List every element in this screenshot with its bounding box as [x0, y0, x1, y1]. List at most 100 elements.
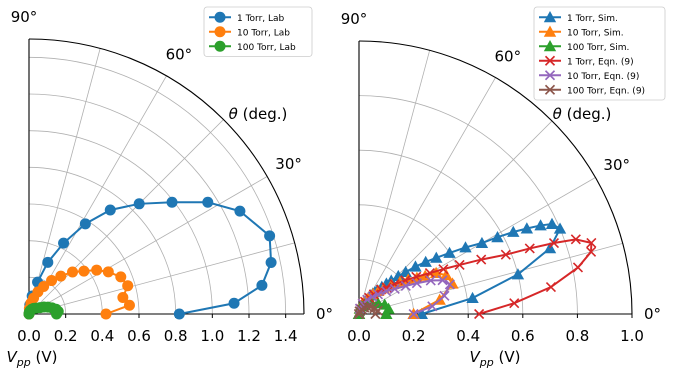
- angle-tick-label: 30°: [603, 156, 630, 174]
- data-point: [123, 299, 135, 311]
- radial-tick-label: 0.4: [456, 327, 480, 345]
- legend-label: 100 Torr, Sim.: [567, 43, 629, 53]
- data-point: [91, 264, 103, 276]
- data-point: [264, 230, 276, 242]
- data-point: [214, 11, 226, 23]
- angle-tick-label: 0°: [644, 305, 661, 323]
- series-1-2: [23, 264, 135, 320]
- data-point: [104, 204, 116, 216]
- data-point: [409, 260, 422, 272]
- data-point: [202, 196, 214, 208]
- data-point: [544, 70, 556, 81]
- data-point: [459, 241, 472, 253]
- polar-frame: [358, 40, 633, 315]
- data-point: [553, 222, 567, 234]
- data-point: [524, 243, 535, 254]
- data-point: [214, 40, 226, 52]
- data-point: [454, 259, 465, 270]
- legend-box: [533, 6, 666, 101]
- polar-frame: [28, 38, 305, 315]
- data-point: [79, 218, 91, 230]
- data-point: [572, 262, 584, 273]
- angle-axis-label: θ (deg.): [553, 105, 612, 123]
- data-point: [115, 271, 127, 283]
- angle-axis-label: θ (deg.): [229, 105, 288, 123]
- radial-tick-label: 1.4: [274, 327, 298, 345]
- data-point: [476, 254, 487, 265]
- data-point: [55, 270, 67, 282]
- grid-spoke: [28, 242, 295, 315]
- data-point: [392, 269, 405, 282]
- data-point: [117, 291, 129, 303]
- data-point: [443, 246, 456, 258]
- polar-grid: [28, 48, 295, 315]
- series-2-5: [353, 275, 455, 320]
- grid-spoke: [28, 48, 101, 315]
- grid-spoke: [28, 75, 167, 315]
- radial-axis-label: Vpp (V): [470, 348, 521, 369]
- data-point: [507, 225, 520, 237]
- data-point: [367, 291, 378, 302]
- angle-tick-label: 60°: [494, 47, 521, 65]
- radial-tick-label: 0.2: [54, 327, 78, 345]
- series-line: [358, 222, 562, 315]
- radial-tick-label: 0.0: [347, 327, 371, 345]
- data-point: [133, 198, 145, 210]
- radial-tick-label: 0.6: [127, 327, 151, 345]
- data-point: [46, 275, 58, 287]
- legend: 1 Torr, Lab 10 Torr, Lab 100 Torr, Lab: [203, 6, 313, 57]
- radial-tick-label: 0.4: [90, 327, 114, 345]
- data-point: [585, 246, 597, 257]
- data-point: [354, 306, 365, 317]
- data-point: [389, 283, 400, 295]
- radial-tick-label: 1.2: [237, 327, 261, 345]
- data-point: [362, 301, 373, 313]
- data-point: [440, 268, 453, 281]
- data-point: [444, 279, 455, 290]
- data-point: [425, 275, 436, 286]
- data-point: [570, 234, 581, 245]
- radial-tick-label: 1.0: [200, 327, 224, 345]
- data-point: [353, 308, 365, 320]
- data-point: [214, 26, 226, 38]
- data-point: [122, 280, 134, 292]
- data-point: [543, 11, 557, 23]
- data-point: [543, 25, 557, 37]
- data-point: [475, 236, 489, 248]
- data-point: [544, 55, 556, 66]
- legend-label: 100 Torr, Eqn. (9): [567, 86, 645, 96]
- legend-label: 1 Torr, Sim.: [567, 14, 618, 24]
- data-point: [491, 231, 504, 243]
- data-point: [466, 291, 479, 304]
- data-point: [411, 278, 422, 289]
- radial-tick-label: 1.0: [620, 327, 644, 345]
- data-point: [509, 298, 520, 309]
- data-point: [586, 237, 597, 249]
- legend-label: 1 Torr, Eqn. (9): [567, 57, 634, 67]
- data-point: [234, 205, 246, 217]
- data-point: [534, 219, 547, 231]
- radial-axis-label: Vpp (V): [7, 348, 58, 369]
- grid-spoke: [358, 50, 431, 315]
- angle-tick-label: 30°: [275, 155, 302, 173]
- grid-spoke: [358, 77, 496, 315]
- data-point: [67, 266, 79, 278]
- data-point: [430, 251, 443, 263]
- data-point: [544, 84, 556, 95]
- data-point: [511, 268, 525, 280]
- legend-label: 10 Torr, Eqn. (9): [567, 72, 639, 82]
- data-point: [439, 290, 450, 301]
- data-point: [545, 281, 557, 293]
- data-point: [381, 286, 392, 297]
- data-point: [474, 308, 485, 320]
- data-point: [102, 266, 114, 278]
- angle-tick-label: 0°: [316, 305, 333, 323]
- radial-tick-label: 0.6: [511, 327, 535, 345]
- data-point: [399, 265, 412, 277]
- legend-label: 10 Torr, Lab: [237, 28, 290, 38]
- data-point: [548, 237, 560, 249]
- data-point: [543, 40, 557, 52]
- angle-tick-label: 60°: [166, 45, 193, 63]
- radial-tick-label: 0.8: [164, 327, 188, 345]
